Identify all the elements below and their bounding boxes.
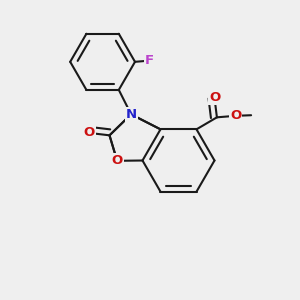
Text: O: O [209,91,220,104]
Text: N: N [125,108,137,121]
Text: F: F [145,54,154,67]
Text: O: O [83,126,95,140]
Text: O: O [111,154,123,167]
Text: O: O [230,109,241,122]
